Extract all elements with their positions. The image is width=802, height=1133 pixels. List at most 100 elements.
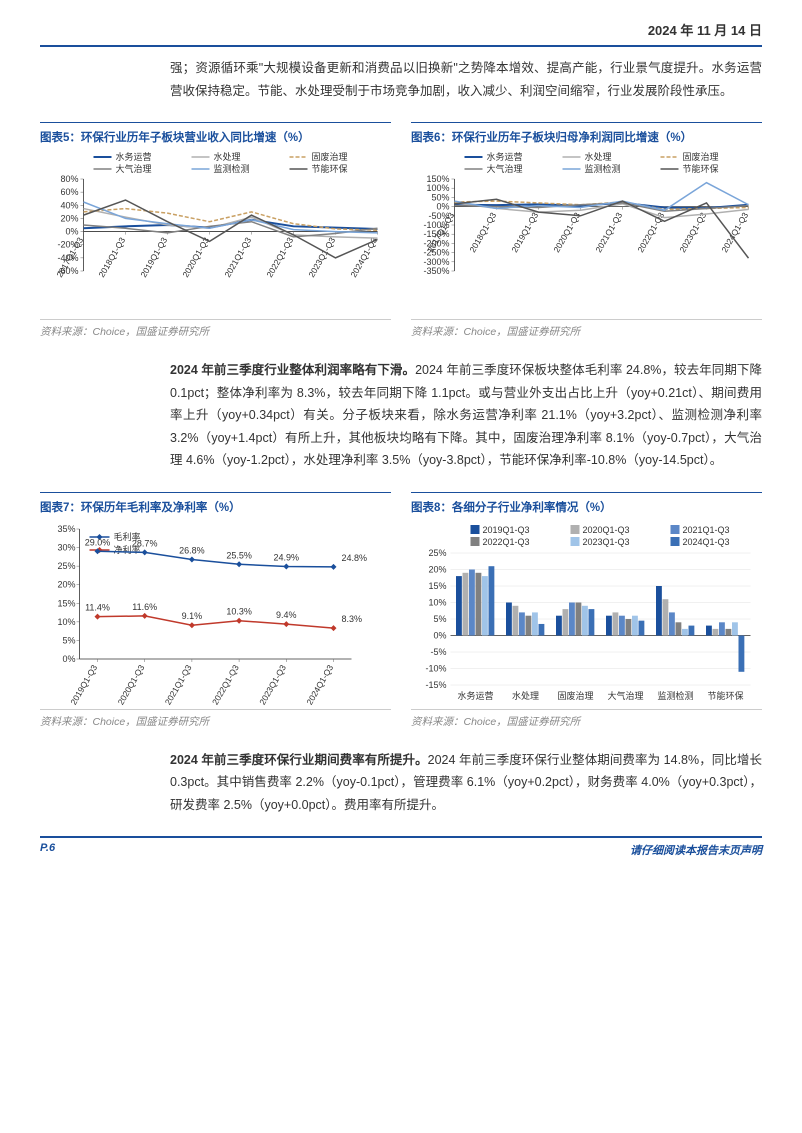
svg-text:2018Q1-Q3: 2018Q1-Q3 xyxy=(467,210,498,254)
svg-text:2023Q1-Q3: 2023Q1-Q3 xyxy=(306,235,337,279)
para3-lead: 2024 年前三季度环保行业期间费率有所提升。 xyxy=(170,753,428,767)
footer: P.6 请仔细阅读本报告末页声明 xyxy=(40,836,762,858)
svg-text:固废治理: 固废治理 xyxy=(557,690,593,701)
svg-text:2018Q1-Q3: 2018Q1-Q3 xyxy=(96,235,127,279)
chart7-block: 图表7：环保历年毛利率及净利率（%） 毛利率净利率0%5%10%15%20%25… xyxy=(40,492,391,733)
svg-text:11.6%: 11.6% xyxy=(132,601,157,611)
chart6-block: 图表6：环保行业历年子板块归母净利润同比增速（%） 水务运营水处理固废治理大气治… xyxy=(411,122,762,343)
svg-text:40%: 40% xyxy=(60,200,78,210)
paragraph-3: 2024 年前三季度环保行业期间费率有所提升。2024 年前三季度环保行业整体期… xyxy=(170,749,762,817)
svg-text:2021Q1-Q3: 2021Q1-Q3 xyxy=(593,210,624,254)
svg-text:0%: 0% xyxy=(65,227,78,237)
chart7-title: 图表7：环保历年毛利率及净利率（%） xyxy=(40,493,391,519)
chart-row-1: 图表5：环保行业历年子板块营业收入同比增速（%） 水务运营 水处理 固废治理大气治理… xyxy=(40,122,762,343)
svg-text:26.8%: 26.8% xyxy=(179,545,205,555)
svg-text:2020Q1-Q3: 2020Q1-Q3 xyxy=(116,662,147,706)
svg-text:35%: 35% xyxy=(57,524,75,534)
chart-row-2: 图表7：环保历年毛利率及净利率（%） 毛利率净利率0%5%10%15%20%25… xyxy=(40,492,762,733)
svg-text:10%: 10% xyxy=(428,597,446,607)
svg-text:2019Q1-Q3: 2019Q1-Q3 xyxy=(509,210,540,254)
svg-text:25.5%: 25.5% xyxy=(226,550,252,560)
svg-text:20%: 20% xyxy=(60,213,78,223)
chart7-source: 资料来源：Choice，国盛证券研究所 xyxy=(40,709,391,733)
svg-text:2021Q1-Q3: 2021Q1-Q3 xyxy=(683,525,730,535)
svg-text:0%: 0% xyxy=(436,202,449,212)
chart5-source: 资料来源：Choice，国盛证券研究所 xyxy=(40,319,391,343)
svg-text:2020Q1-Q3: 2020Q1-Q3 xyxy=(551,210,582,254)
para2-lead: 2024 年前三季度行业整体利润率略有下滑。 xyxy=(170,363,415,377)
chart5-block: 图表5：环保行业历年子板块营业收入同比增速（%） 水务运营水处理固废治理大气治理… xyxy=(40,122,391,343)
svg-text:-10%: -10% xyxy=(425,663,446,673)
svg-text:水处理: 水处理 xyxy=(214,151,241,162)
svg-text:9.4%: 9.4% xyxy=(276,610,297,620)
svg-text:5%: 5% xyxy=(62,635,75,645)
svg-text:29.0%: 29.0% xyxy=(85,537,111,547)
svg-text:80%: 80% xyxy=(60,174,78,184)
svg-text:节能环保: 节能环保 xyxy=(707,690,743,701)
svg-text:10.3%: 10.3% xyxy=(226,606,252,616)
svg-text:2022Q1-Q3: 2022Q1-Q3 xyxy=(483,537,530,547)
svg-text:2023Q1-Q3: 2023Q1-Q3 xyxy=(257,662,288,706)
chart6-svg: 水务运营水处理固废治理大气治理监测检测节能环保-350%-300%-250%-2… xyxy=(411,149,762,319)
svg-text:10%: 10% xyxy=(57,616,75,626)
svg-text:2019Q1-Q3: 2019Q1-Q3 xyxy=(483,525,530,535)
chart7-svg: 毛利率净利率0%5%10%15%20%25%30%35%2019Q1-Q3202… xyxy=(40,519,391,709)
svg-text:9.1%: 9.1% xyxy=(182,611,203,621)
svg-text:2022Q1-Q3: 2022Q1-Q3 xyxy=(210,662,241,706)
svg-text:水处理: 水处理 xyxy=(585,151,612,162)
svg-text:-5%: -5% xyxy=(430,647,446,657)
svg-text:2024Q1-Q3: 2024Q1-Q3 xyxy=(719,210,750,254)
chart8-title: 图表8：各细分子行业净利率情况（%） xyxy=(411,493,762,519)
svg-text:15%: 15% xyxy=(428,581,446,591)
svg-text:水处理: 水处理 xyxy=(512,690,539,701)
svg-text:节能环保: 节能环保 xyxy=(683,163,719,174)
svg-text:60%: 60% xyxy=(60,187,78,197)
footer-disclaimer: 请仔细阅读本报告末页声明 xyxy=(630,842,762,858)
header-date: 2024 年 11 月 14 日 xyxy=(40,20,762,47)
svg-text:水务运营: 水务运营 xyxy=(116,151,152,162)
svg-text:5%: 5% xyxy=(433,614,446,624)
para2-body: 2024 年前三季度环保板块整体毛利率 24.8%，较去年同期下降 0.1pct… xyxy=(170,363,762,467)
svg-text:大气治理: 大气治理 xyxy=(607,690,643,701)
svg-text:监测检测: 监测检测 xyxy=(657,690,693,701)
svg-text:30%: 30% xyxy=(57,542,75,552)
svg-text:20%: 20% xyxy=(428,564,446,574)
svg-text:150%: 150% xyxy=(426,174,449,184)
svg-text:2023Q1-Q3: 2023Q1-Q3 xyxy=(583,537,630,547)
svg-text:11.4%: 11.4% xyxy=(85,602,110,612)
svg-text:-300%: -300% xyxy=(423,257,449,267)
svg-text:25%: 25% xyxy=(428,548,446,558)
svg-text:100%: 100% xyxy=(426,183,449,193)
svg-text:2023Q1-Q3: 2023Q1-Q3 xyxy=(677,210,708,254)
svg-text:24.8%: 24.8% xyxy=(342,552,368,562)
svg-text:监测检测: 监测检测 xyxy=(214,163,250,174)
svg-text:-350%: -350% xyxy=(423,266,449,276)
svg-text:25%: 25% xyxy=(57,561,75,571)
svg-text:2020Q1-Q3: 2020Q1-Q3 xyxy=(180,235,211,279)
svg-text:2021Q1-Q3: 2021Q1-Q3 xyxy=(163,662,194,706)
chart5-svg: 水务运营水处理固废治理大气治理监测检测节能环保-60%-40%-20%0%20%… xyxy=(40,149,391,319)
svg-text:0%: 0% xyxy=(62,654,75,664)
chart8-svg: 2019Q1-Q3 2020Q1-Q3 2021Q1-Q3 2022Q1-Q3 2023… xyxy=(411,519,762,709)
chart8-source: 资料来源：Choice，国盛证券研究所 xyxy=(411,709,762,733)
svg-text:2022Q1-Q3: 2022Q1-Q3 xyxy=(264,235,295,279)
footer-page: P.6 xyxy=(40,842,55,858)
svg-text:2024Q1-Q3: 2024Q1-Q3 xyxy=(683,537,730,547)
svg-text:15%: 15% xyxy=(57,598,75,608)
chart6-title: 图表6：环保行业历年子板块归母净利润同比增速（%） xyxy=(411,123,762,149)
chart8-block: 图表8：各细分子行业净利率情况（%） 2019Q1-Q3 2020Q1-Q3 202… xyxy=(411,492,762,733)
svg-text:24.9%: 24.9% xyxy=(274,552,300,562)
svg-text:大气治理: 大气治理 xyxy=(487,163,523,174)
svg-text:固废治理: 固废治理 xyxy=(312,151,348,162)
svg-text:2024Q1-Q3: 2024Q1-Q3 xyxy=(348,235,379,279)
svg-text:20%: 20% xyxy=(57,579,75,589)
svg-text:2024Q1-Q3: 2024Q1-Q3 xyxy=(304,662,335,706)
svg-text:水务运营: 水务运营 xyxy=(487,151,523,162)
svg-text:水务运营: 水务运营 xyxy=(457,690,493,701)
svg-text:2019Q1-Q3: 2019Q1-Q3 xyxy=(68,662,99,706)
svg-text:2020Q1-Q3: 2020Q1-Q3 xyxy=(583,525,630,535)
svg-text:2021Q1-Q3: 2021Q1-Q3 xyxy=(222,235,253,279)
svg-text:50%: 50% xyxy=(431,192,449,202)
chart6-source: 资料来源：Choice，国盛证券研究所 xyxy=(411,319,762,343)
chart5-title: 图表5：环保行业历年子板块营业收入同比增速（%） xyxy=(40,123,391,149)
